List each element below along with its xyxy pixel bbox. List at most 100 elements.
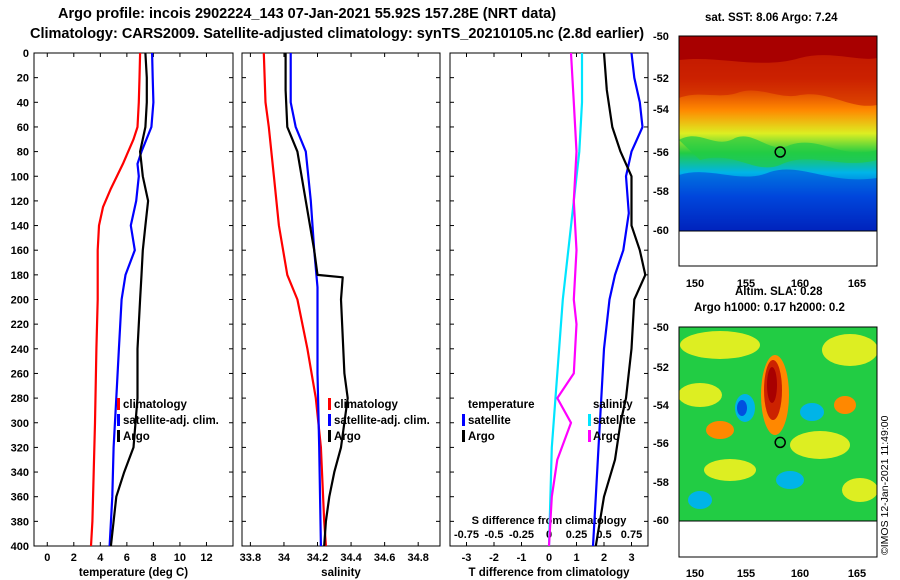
legend-swatch — [462, 414, 465, 426]
depth-tick-label: 40 — [17, 97, 29, 109]
xlabel-temperature: temperature (deg C) — [79, 567, 188, 579]
profile-plots: 0204060801001201401601802002202402602803… — [11, 48, 649, 579]
legend-swatch — [588, 430, 591, 442]
xtick-label-salinity: 34 — [278, 552, 291, 564]
depth-tick-label: 160 — [11, 245, 29, 257]
xtick-label-salinity: 34.8 — [407, 552, 428, 564]
sla-map — [679, 327, 877, 521]
depth-tick-label: 60 — [17, 122, 29, 134]
xtick-label-salinity: 33.8 — [240, 552, 261, 564]
sst-ytick-label: -58 — [653, 186, 669, 198]
series-line-climatology — [262, 52, 327, 547]
depth-tick-label: 240 — [11, 344, 29, 356]
xtick-label-salinity-diff: -0.5 — [485, 529, 504, 541]
depth-tick-label: 0 — [23, 48, 29, 60]
depth-tick-label: 320 — [11, 442, 29, 454]
sst-xtick-label: 150 — [686, 278, 704, 290]
xtick-label-difference: -1 — [517, 552, 527, 564]
sla-map-title-line-1: Altim. SLA: 0.28 — [735, 286, 823, 298]
series-line-s-satellite — [547, 53, 584, 547]
xtick-label-temperature: 0 — [44, 552, 50, 564]
xlabel-salinity: salinity — [321, 567, 361, 579]
legend-swatch — [462, 430, 465, 442]
depth-tick-label: 120 — [11, 196, 29, 208]
xtick-label-temperature: 8 — [150, 552, 156, 564]
xtick-label-difference: 2 — [601, 552, 607, 564]
depth-tick-label: 400 — [11, 541, 29, 553]
sst-map-lower-frame — [678, 230, 878, 267]
sst-ytick-label: -54 — [653, 104, 670, 116]
plot-frame-difference — [449, 52, 649, 547]
sst-argo-location-marker — [774, 146, 786, 158]
legend-swatch — [117, 414, 120, 426]
depth-tick-label: 220 — [11, 319, 29, 331]
legend-label: Argo — [468, 431, 495, 443]
xlabel-difference: T difference from climatology — [468, 567, 630, 579]
xtick-label-salinity-diff: 0.75 — [621, 529, 642, 541]
sst-xtick-label: 160 — [791, 278, 809, 290]
xtick-label-salinity-diff: 0.5 — [596, 529, 611, 541]
sst-map — [679, 36, 877, 231]
sst-xtick-label: 165 — [848, 278, 866, 290]
legend-label: satellite-adj. clim. — [334, 415, 430, 427]
xtick-label-salinity-diff: -0.25 — [509, 529, 534, 541]
sla-xtick-label: 150 — [686, 568, 704, 580]
legend-swatch — [117, 398, 120, 410]
legend-swatch — [328, 398, 331, 410]
legend-label: satellite-adj. clim. — [123, 415, 219, 427]
legend-label: Argo — [334, 431, 361, 443]
depth-tick-label: 360 — [11, 492, 29, 504]
xtick-label-temperature: 12 — [200, 552, 212, 564]
legend-label: Argo — [593, 431, 620, 443]
xtick-label-difference: 0 — [546, 552, 552, 564]
xtick-label-temperature: 6 — [124, 552, 130, 564]
sla-map-title-line-2: Argo h1000: 0.17 h2000: 0.2 — [694, 302, 845, 314]
xtick-label-difference: 1 — [573, 552, 579, 564]
sst-ytick-label: -56 — [653, 147, 669, 159]
depth-tick-label: 340 — [11, 467, 29, 479]
legend-swatch — [328, 430, 331, 442]
series-line-satellite-adj-clim- — [108, 52, 155, 547]
sla-ytick-label: -60 — [653, 515, 669, 527]
sla-xtick-label: 155 — [737, 568, 755, 580]
depth-tick-label: 380 — [11, 516, 29, 528]
sst-xtick-label: 155 — [737, 278, 755, 290]
legend-label: climatology — [334, 399, 399, 411]
xtick-label-salinity: 34.2 — [307, 552, 328, 564]
sla-ytick-label: -52 — [653, 362, 669, 374]
depth-tick-label: 280 — [11, 393, 29, 405]
series-line-argo — [109, 52, 150, 547]
series-line-argo — [284, 53, 349, 547]
depth-tick-label: 180 — [11, 270, 29, 282]
legend-swatch — [117, 430, 120, 442]
series-line-t-satellite — [547, 52, 578, 547]
legend-label: temperature — [468, 399, 534, 411]
xtick-label-temperature: 2 — [71, 552, 77, 564]
depth-tick-label: 200 — [11, 295, 29, 307]
depth-tick-label: 20 — [17, 73, 29, 85]
series-line-s-argo — [591, 52, 644, 547]
plot-frame-temperature — [33, 52, 234, 547]
xtick-label-salinity-diff: 0.25 — [566, 529, 587, 541]
sla-xtick-label: 160 — [791, 568, 809, 580]
depth-tick-label: 300 — [11, 418, 29, 430]
depth-tick-label: 100 — [11, 171, 29, 183]
legend-swatch — [328, 414, 331, 426]
legend-label: satellite — [593, 415, 636, 427]
depth-tick-label: 140 — [11, 221, 29, 233]
xtick-label-difference: -3 — [462, 552, 472, 564]
legend-label: climatology — [123, 399, 188, 411]
series-line-satellite-adj-clim- — [289, 53, 322, 547]
sla-argo-location-marker — [774, 436, 786, 449]
title-line-1: Argo profile: incois 2902224_143 07-Jan-… — [58, 6, 557, 22]
sst-ytick-label: -50 — [653, 31, 669, 43]
depth-tick-label: 260 — [11, 368, 29, 380]
sla-ytick-label: -56 — [653, 438, 669, 450]
xtick-label-difference: 3 — [628, 552, 634, 564]
sla-ytick-label: -50 — [653, 322, 669, 334]
xtick-label-salinity: 34.6 — [374, 552, 395, 564]
legend-swatch — [588, 414, 591, 426]
sla-map-lower-frame — [678, 520, 878, 558]
depth-tick-label: 80 — [17, 147, 29, 159]
